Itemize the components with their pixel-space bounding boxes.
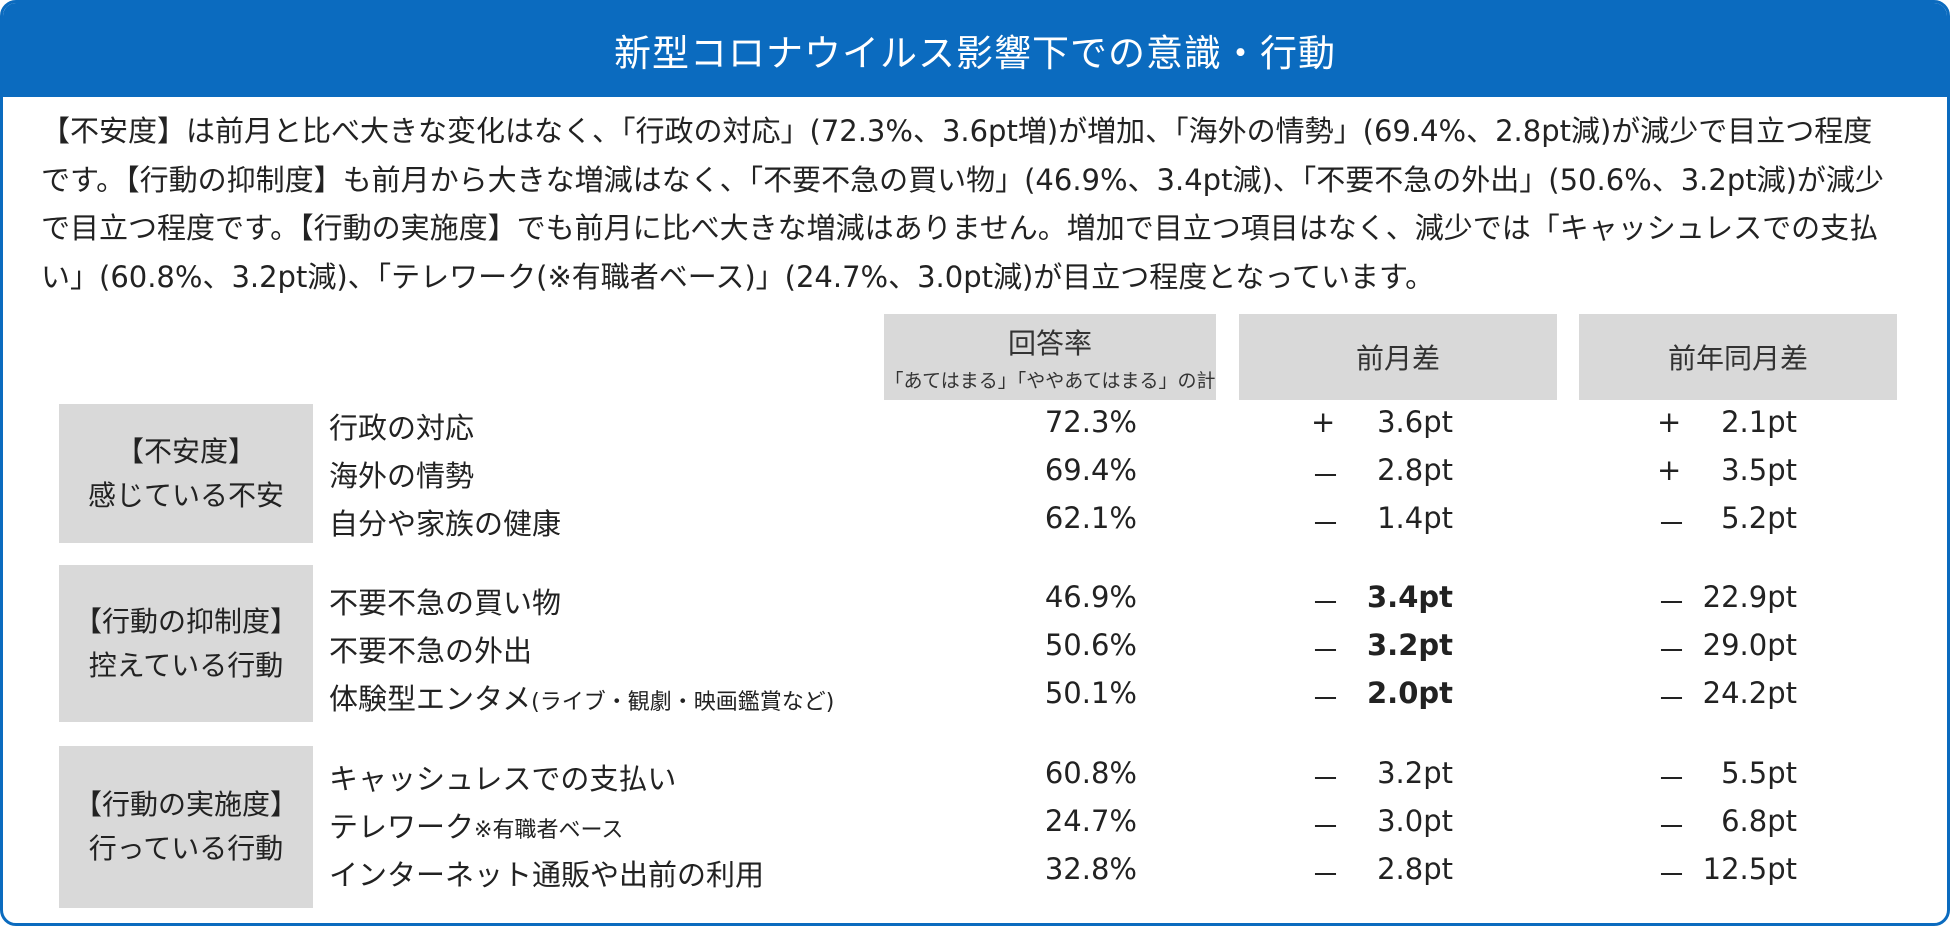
row-rate: 50.6% xyxy=(1044,628,1137,662)
table-row: テレワーク※有職者ベース 24.7% － 3.0pt － 6.8pt xyxy=(3,804,1947,852)
yoy-sign: － xyxy=(1657,810,1687,844)
section-subtitle: 感じている不安 xyxy=(87,478,284,512)
mom-value: 3.2pt xyxy=(1377,756,1453,790)
table-row: 不要不急の買い物 46.9% － 3.4pt － 22.9pt xyxy=(3,580,1947,628)
item-label: 不要不急の外出 xyxy=(329,634,533,668)
mom-value: 3.4pt xyxy=(1367,580,1453,614)
mom-value: 3.0pt xyxy=(1377,804,1453,838)
item-note: ※有職者ベース xyxy=(474,818,624,843)
yoy-value: 5.2pt xyxy=(1721,501,1797,535)
mom-sign: + xyxy=(1311,405,1336,439)
item-label: 行政の対応 xyxy=(329,411,475,445)
row-item: 自分や家族の健康 xyxy=(329,501,561,543)
table-row: キャッシュレスでの支払い 60.8% － 3.2pt － 5.5pt xyxy=(3,756,1947,804)
mom-value: 3.2pt xyxy=(1367,628,1453,662)
yoy-value: 29.0pt xyxy=(1702,628,1797,662)
mom-value: 1.4pt xyxy=(1377,501,1453,535)
mom-value: 2.0pt xyxy=(1367,676,1453,710)
yoy-value: 12.5pt xyxy=(1702,852,1797,886)
section-title: 【不安度】 xyxy=(115,434,256,468)
row-rate: 72.3% xyxy=(1044,405,1137,439)
table-row: 自分や家族の健康 62.1% － 1.4pt － 5.2pt xyxy=(3,501,1947,549)
yoy-value: 24.2pt xyxy=(1702,676,1797,710)
section-label-restraint: 【行動の抑制度】 控えている行動 xyxy=(59,565,313,722)
row-item: テレワーク※有職者ベース xyxy=(329,804,623,846)
mom-sign: － xyxy=(1311,586,1341,620)
yoy-sign: + xyxy=(1657,453,1682,487)
table-row: 体験型エンタメ(ライブ・観劇・映画鑑賞など) 50.1% － 2.0pt － 2… xyxy=(3,676,1947,724)
mom-sign: － xyxy=(1311,634,1341,668)
mom-sign: － xyxy=(1311,459,1341,493)
yoy-sign: － xyxy=(1657,682,1687,716)
item-label: インターネット通販や出前の利用 xyxy=(329,858,765,892)
yoy-value: 3.5pt xyxy=(1721,453,1797,487)
mom-value: 3.6pt xyxy=(1377,405,1453,439)
item-label: 海外の情勢 xyxy=(329,459,475,493)
yoy-sign: － xyxy=(1657,586,1687,620)
header-mom: 前月差 xyxy=(1239,314,1557,400)
mom-sign: － xyxy=(1311,810,1341,844)
row-item: 不要不急の買い物 xyxy=(329,580,561,622)
item-label: 不要不急の買い物 xyxy=(329,586,562,620)
row-rate: 69.4% xyxy=(1044,453,1137,487)
table-row: 行政の対応 72.3% + 3.6pt + 2.1pt xyxy=(3,405,1947,453)
yoy-sign: － xyxy=(1657,634,1687,668)
mom-value: 2.8pt xyxy=(1377,453,1453,487)
row-item: 海外の情勢 xyxy=(329,453,474,495)
section-title: 【行動の実施度】 xyxy=(73,788,298,821)
row-item: キャッシュレスでの支払い xyxy=(329,756,676,798)
yoy-value: 2.1pt xyxy=(1721,405,1797,439)
section-label-action: 【行動の実施度】 行っている行動 xyxy=(59,746,313,908)
header-rate-label: 回答率 xyxy=(1007,327,1092,360)
row-rate: 62.1% xyxy=(1044,501,1137,535)
row-item: 体験型エンタメ(ライブ・観劇・映画鑑賞など) xyxy=(329,676,834,718)
title-text: 新型コロナウイルス影響下での意識・行動 xyxy=(614,32,1336,75)
yoy-value: 6.8pt xyxy=(1721,804,1797,838)
summary-text: 【不安度】は前月と比べ大きな変化はなく、「行政の対応」(72.3%、3.6pt増… xyxy=(41,114,1884,294)
panel-title: 新型コロナウイルス影響下での意識・行動 xyxy=(3,3,1947,97)
mom-value: 2.8pt xyxy=(1377,852,1453,886)
mom-sign: － xyxy=(1311,858,1341,892)
yoy-sign: － xyxy=(1657,507,1687,541)
yoy-sign: + xyxy=(1657,405,1682,439)
row-rate: 60.8% xyxy=(1044,756,1137,790)
section-label-anxiety: 【不安度】 感じている不安 xyxy=(59,404,313,543)
row-rate: 50.1% xyxy=(1044,676,1137,710)
yoy-value: 5.5pt xyxy=(1721,756,1797,790)
item-label: テレワーク xyxy=(329,810,475,844)
row-rate: 32.8% xyxy=(1044,852,1137,886)
mom-sign: － xyxy=(1311,682,1341,716)
section-title: 【行動の抑制度】 xyxy=(73,604,298,638)
item-label: 自分や家族の健康 xyxy=(329,507,562,541)
mom-sign: － xyxy=(1311,507,1341,541)
section-subtitle: 控えている行動 xyxy=(88,648,284,682)
table-row: インターネット通販や出前の利用 32.8% － 2.8pt － 12.5pt xyxy=(3,852,1947,900)
header-rate: 回答率 「あてはまる」「ややあてはまる」の計 xyxy=(884,314,1216,400)
header-yoy: 前年同月差 xyxy=(1579,314,1897,400)
row-rate: 24.7% xyxy=(1044,804,1137,838)
item-note: (ライブ・観劇・映画鑑賞など) xyxy=(531,690,835,715)
yoy-sign: － xyxy=(1657,858,1687,892)
row-item: インターネット通販や出前の利用 xyxy=(329,852,764,894)
section-subtitle: 行っている行動 xyxy=(88,832,284,865)
table-row: 海外の情勢 69.4% － 2.8pt + 3.5pt xyxy=(3,453,1947,501)
item-label: 体験型エンタメ xyxy=(329,682,532,716)
yoy-value: 22.9pt xyxy=(1702,580,1797,614)
table-row: 不要不急の外出 50.6% － 3.2pt － 29.0pt xyxy=(3,628,1947,676)
mom-sign: － xyxy=(1311,762,1341,796)
item-label: キャッシュレスでの支払い xyxy=(329,762,677,796)
row-rate: 46.9% xyxy=(1044,580,1137,614)
header-yoy-label: 前年同月差 xyxy=(1667,342,1808,375)
row-item: 不要不急の外出 xyxy=(329,628,532,670)
yoy-sign: － xyxy=(1657,762,1687,796)
row-item: 行政の対応 xyxy=(329,405,474,447)
header-rate-sub: 「あてはまる」「ややあてはまる」の計 xyxy=(884,370,1216,392)
header-mom-label: 前月差 xyxy=(1355,342,1440,375)
